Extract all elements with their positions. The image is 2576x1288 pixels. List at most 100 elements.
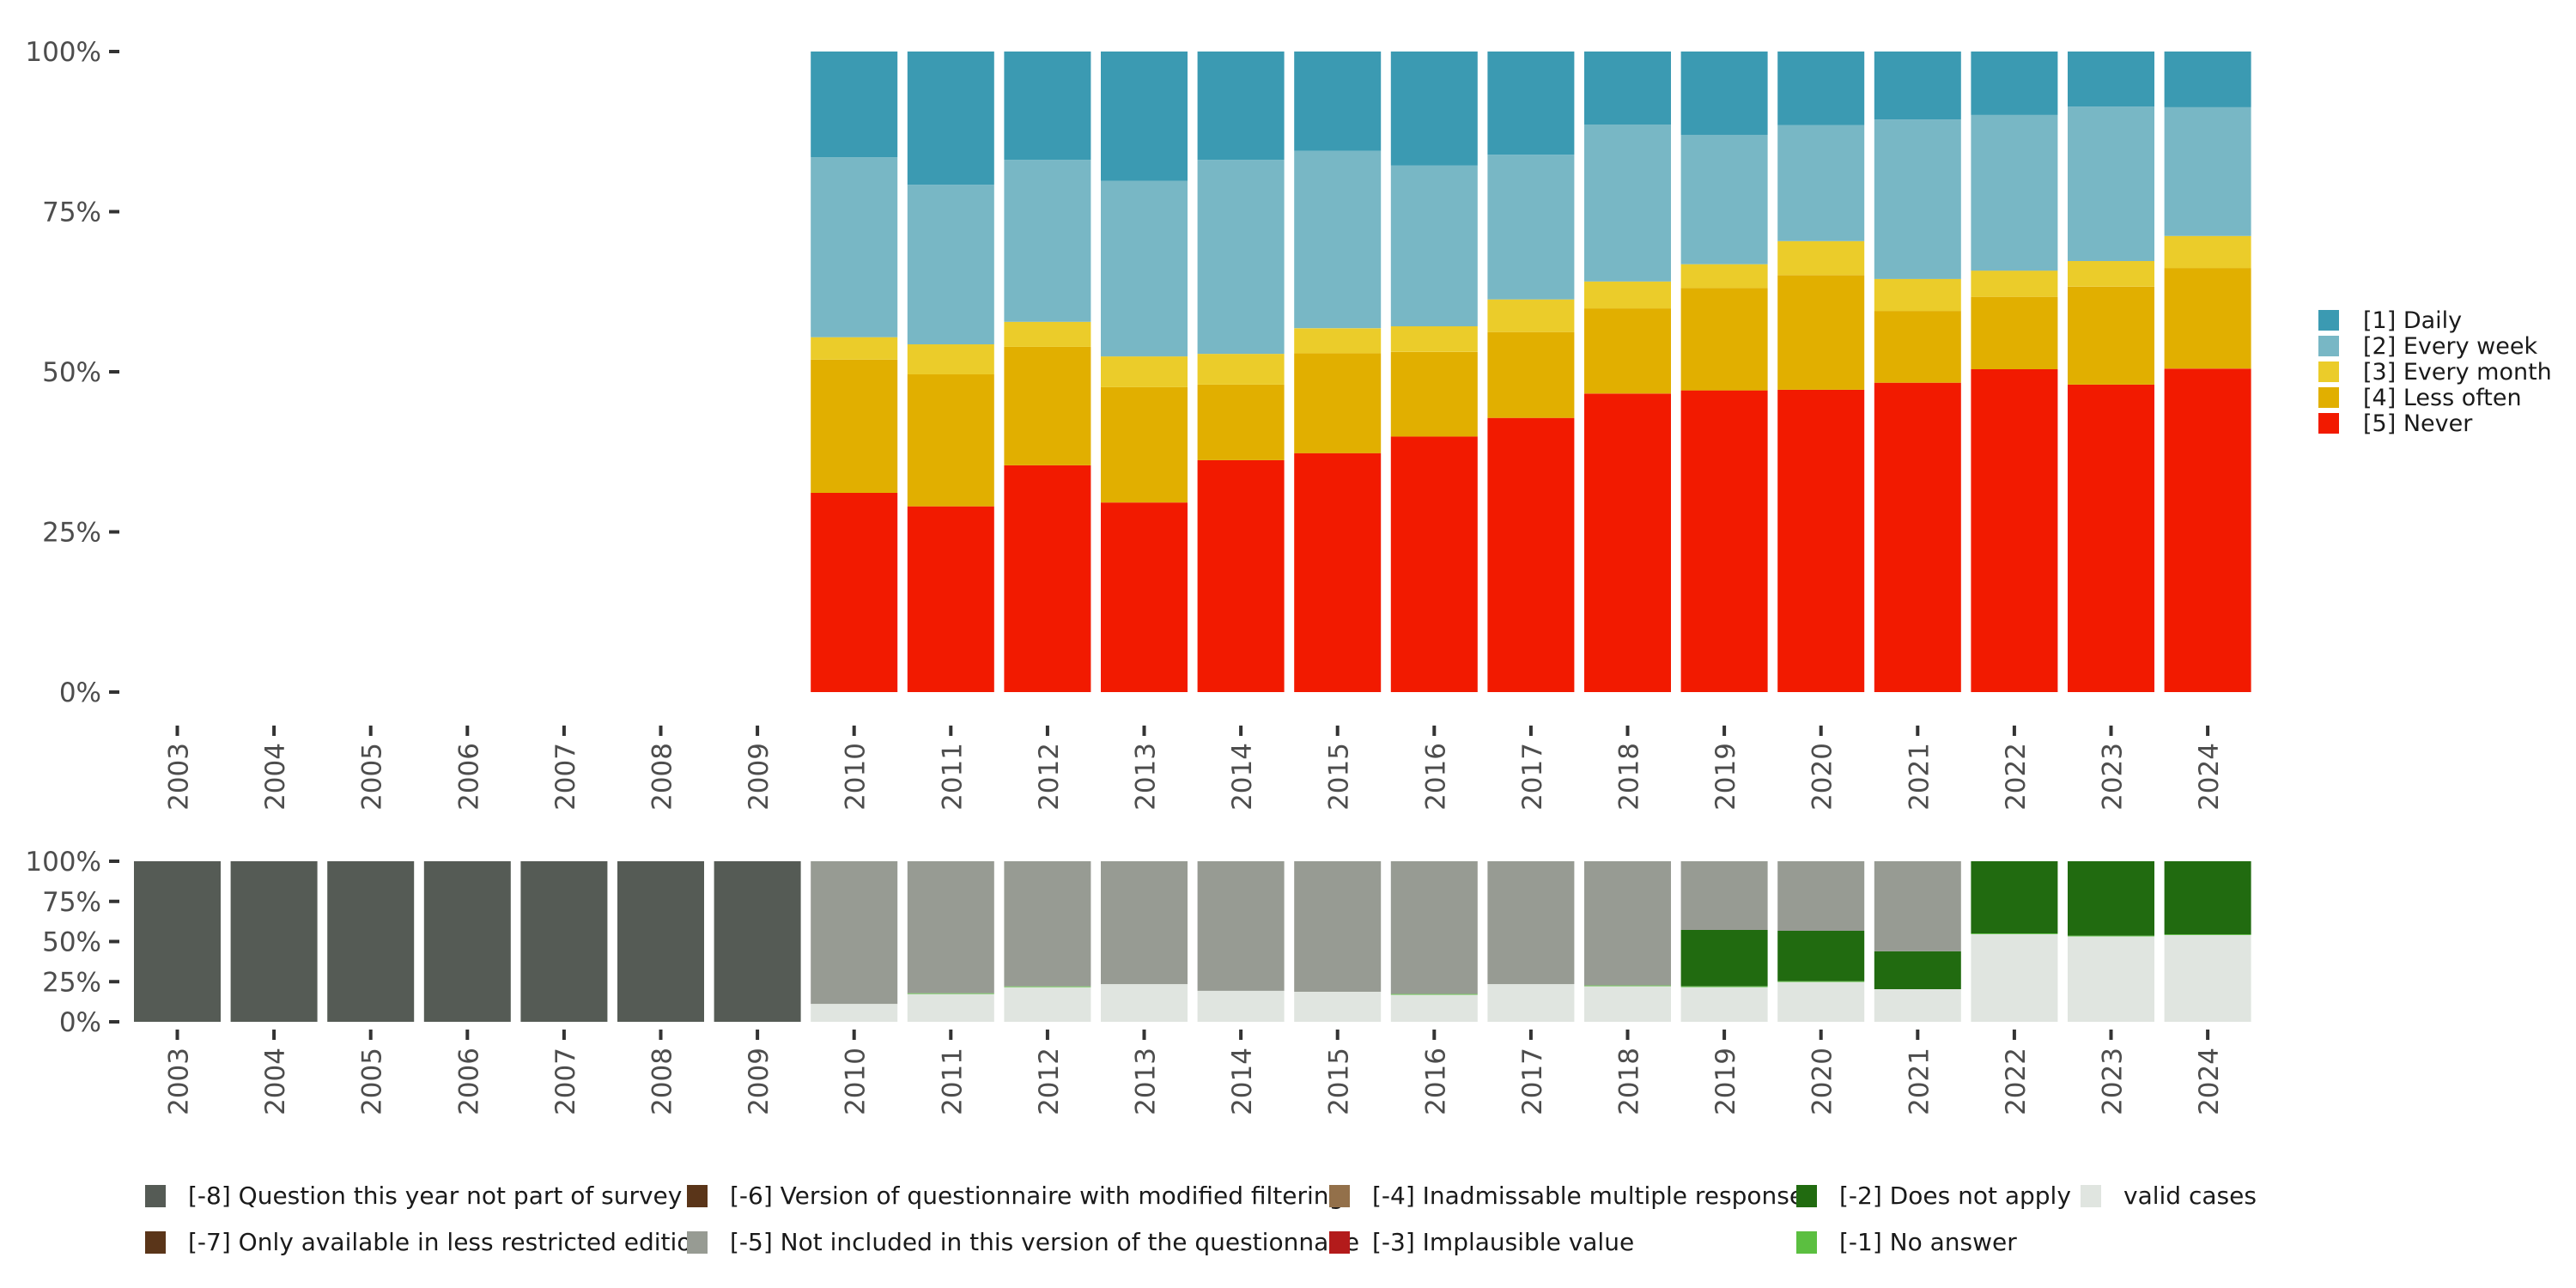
lower-bar-2024-series-0 [2164,935,2251,1022]
legend-key [145,1185,166,1207]
lower-x-tick-label: 2011 [937,1048,968,1115]
legend-key [1329,1231,1350,1254]
lower-bar-2021-series-0 [1874,989,1961,1022]
upper-x-tick-label: 2024 [2194,743,2225,811]
upper-y-tick-label: 50% [42,357,101,388]
lower-bar-2013-series-0 [1101,984,1188,1022]
upper-bar-2013-series-3 [1101,180,1188,357]
lower-bar-2017-series-0 [1487,984,1575,1022]
upper-x-tick-label: 2018 [1614,743,1645,811]
upper-bar-2020-series-2 [1777,240,1865,276]
lower-bar-2020-series-3 [1777,861,1865,931]
lower-bar-2023-series-0 [2068,936,2154,1022]
lower-x-tick-label: 2017 [1517,1048,1548,1115]
lower-legend: [-8] Question this year not part of surv… [145,1182,2257,1256]
upper-bar-2017-series-0 [1487,417,1575,692]
upper-y-axis: 0% 25% 50% 75% 100% [25,37,119,708]
upper-y-tick-label: 0% [59,677,101,708]
lower-bar-2014-series-0 [1197,990,1285,1022]
lower-bar-2024-series-2 [2164,861,2251,935]
lower-bar-2012-series-3 [1004,861,1091,987]
legend-key [1796,1185,1817,1207]
upper-x-tick-label: 2007 [550,743,581,811]
lower-y-tick-label: 100% [25,847,101,878]
upper-bar-2024-series-3 [2164,106,2251,236]
lower-y-axis: 0% 25% 50% 75% 100% [25,847,119,1038]
upper-x-tick-label: 2019 [1710,743,1741,811]
lower-x-tick-label: 2008 [647,1048,678,1115]
lower-bar-2021-series-3 [1874,861,1961,951]
upper-bar-2019-series-2 [1680,264,1768,289]
upper-bar-2010-series-4 [811,52,898,158]
upper-bar-2010-series-1 [811,359,898,493]
lower-bar-2023-series-1 [2068,935,2154,937]
upper-bar-2021-series-3 [1874,119,1961,279]
upper-bar-2014-series-2 [1197,354,1285,385]
upper-x-tick-label: 2006 [453,743,484,811]
legend-label: [2] Every week [2363,333,2537,360]
lower-y-tick-label: 75% [42,887,101,918]
lower-x-tick-label: 2014 [1227,1048,1258,1115]
lower-bar-2019-series-2 [1680,930,1768,987]
upper-bar-2019-series-4 [1680,52,1768,135]
upper-bar-2022-series-4 [1971,52,2058,115]
upper-bar-2016-series-3 [1390,165,1478,326]
lower-bar-2021-series-2 [1874,951,1961,989]
legend-label: [-8] Question this year not part of surv… [188,1182,682,1210]
upper-bar-2015-series-3 [1294,150,1382,329]
upper-bar-2020-series-3 [1777,125,1865,241]
legend-label: [4] Less often [2363,385,2522,411]
legend-key [1796,1231,1817,1254]
upper-bar-2020-series-4 [1777,52,1865,125]
lower-bar-2015-series-0 [1294,992,1382,1022]
lower-x-tick-label: 2021 [1904,1048,1935,1115]
lower-bar-2024-series-1 [2164,934,2251,935]
lower-x-tick-label: 2010 [841,1048,872,1115]
upper-bar-2023-series-3 [2068,106,2154,261]
lower-bar-2018-series-3 [1584,861,1671,986]
lower-bar-2005-series-4 [327,861,415,1022]
upper-bar-2024-series-4 [2164,52,2251,107]
upper-x-tick-label: 2014 [1227,743,1258,811]
lower-x-axis: 2003 2004 2005 2006 2007 2008 2009 2010 2011 2012… [164,1030,2225,1115]
upper-bar-2023-series-1 [2068,286,2154,385]
upper-bar-2012-series-0 [1004,465,1091,692]
lower-bar-2020-series-1 [1777,981,1865,982]
upper-bar-2023-series-0 [2068,384,2154,692]
upper-bar-2014-series-0 [1197,459,1285,692]
lower-bar-2004-series-4 [230,861,318,1022]
lower-bar-2019-series-3 [1680,861,1768,930]
upper-bar-2018-series-3 [1584,125,1671,282]
upper-x-tick-label: 2012 [1034,743,1065,811]
upper-x-tick-label: 2015 [1324,743,1355,811]
upper-bar-2016-series-2 [1390,326,1478,352]
upper-bar-2013-series-4 [1101,52,1188,181]
upper-bar-2017-series-4 [1487,52,1575,155]
lower-bar-2006-series-4 [423,861,511,1022]
upper-bar-2016-series-0 [1390,436,1478,692]
upper-bar-2016-series-4 [1390,52,1478,166]
lower-bar-2023-series-2 [2068,861,2154,936]
upper-bar-2017-series-1 [1487,331,1575,418]
upper-bar-2011-series-0 [907,506,994,692]
upper-bar-2024-series-0 [2164,368,2251,692]
lower-x-tick-label: 2023 [2098,1048,2129,1115]
lower-x-tick-label: 2020 [1807,1048,1838,1115]
lower-x-tick-label: 2004 [260,1048,291,1115]
lower-x-tick-label: 2009 [744,1048,775,1115]
upper-bar-2014-series-4 [1197,52,1285,161]
upper-bar-2011-series-3 [907,185,994,344]
legend-label: [5] Never [2363,410,2473,437]
upper-bar-2018-series-0 [1584,393,1671,692]
legend-key [2081,1185,2101,1207]
lower-bar-2015-series-3 [1294,861,1382,992]
upper-bar-2023-series-2 [2068,260,2154,287]
lower-x-tick-label: 2015 [1324,1048,1355,1115]
upper-x-tick-label: 2004 [260,743,291,811]
legend-key [2318,387,2339,408]
lower-bar-2016-series-1 [1390,993,1478,995]
upper-y-tick-label: 25% [42,518,101,549]
upper-bar-2014-series-3 [1197,160,1285,355]
legend-key [687,1185,708,1207]
lower-x-tick-label: 2019 [1710,1048,1741,1115]
